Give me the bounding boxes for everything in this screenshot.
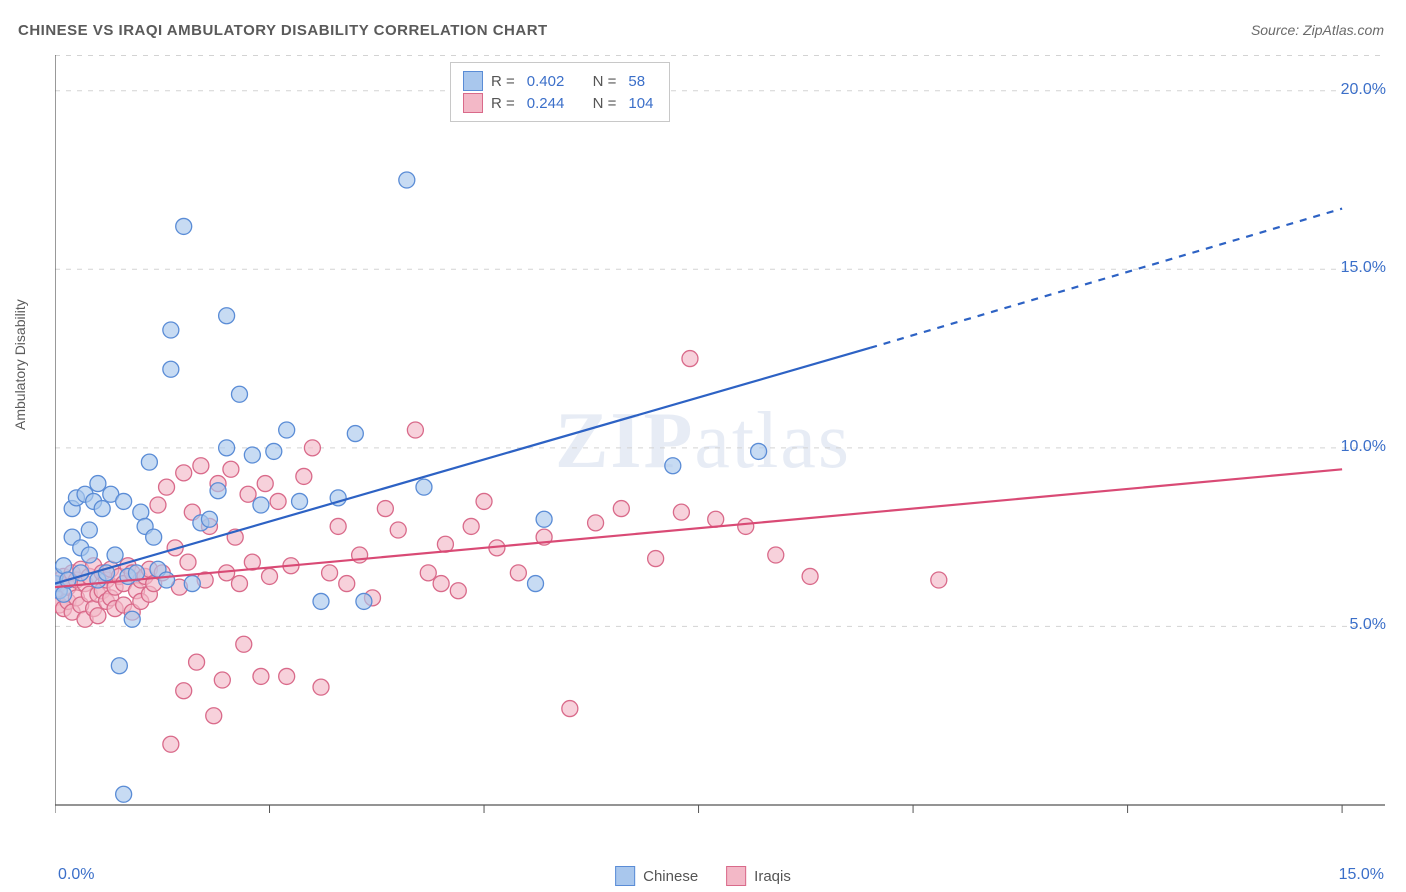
chart-container: CHINESE VS IRAQI AMBULATORY DISABILITY C…: [0, 0, 1406, 892]
scatter-plot: [55, 55, 1385, 845]
legend-N-label: N =: [593, 73, 617, 90]
legend-N-value: 58: [624, 73, 649, 90]
legend-N-label: N =: [593, 95, 617, 112]
legend-swatch-iraqis: [726, 866, 746, 886]
chart-title: CHINESE VS IRAQI AMBULATORY DISABILITY C…: [18, 22, 548, 39]
y-tick-label: 10.0%: [1341, 438, 1386, 456]
x-axis-max-label: 15.0%: [1339, 866, 1384, 884]
correlation-legend: R = 0.402 N = 58 R = 0.244 N = 104: [450, 62, 670, 122]
legend-swatch-chinese: [615, 866, 635, 886]
legend-R-value: 0.244: [523, 95, 569, 112]
y-tick-label: 15.0%: [1341, 259, 1386, 277]
legend-R-value: 0.402: [523, 73, 569, 90]
y-axis-label: Ambulatory Disability: [12, 299, 28, 430]
legend-swatch: [463, 71, 483, 91]
legend-label-iraqis: Iraqis: [754, 868, 791, 885]
legend-item-iraqis: Iraqis: [726, 866, 791, 886]
y-tick-label: 20.0%: [1341, 81, 1386, 99]
legend-row: R = 0.402 N = 58: [463, 71, 657, 91]
series-legend: Chinese Iraqis: [615, 866, 791, 886]
legend-swatch: [463, 93, 483, 113]
legend-label-chinese: Chinese: [643, 868, 698, 885]
chart-source: Source: ZipAtlas.com: [1251, 22, 1384, 38]
legend-N-value: 104: [624, 95, 657, 112]
legend-R-label: R =: [491, 73, 515, 90]
legend-row: R = 0.244 N = 104: [463, 93, 657, 113]
legend-R-label: R =: [491, 95, 515, 112]
x-axis-min-label: 0.0%: [58, 866, 94, 884]
y-tick-label: 5.0%: [1350, 616, 1386, 634]
legend-item-chinese: Chinese: [615, 866, 698, 886]
